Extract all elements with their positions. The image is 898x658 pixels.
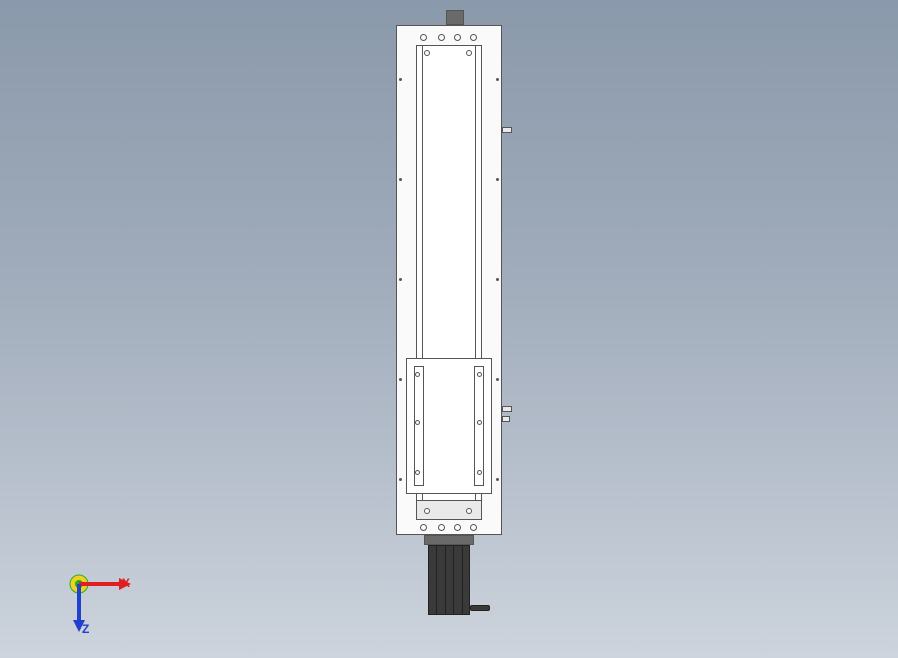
motor-rib — [445, 545, 446, 615]
slider-mount-strip-left — [414, 366, 424, 486]
top-hole-2 — [454, 34, 461, 41]
cover-bottom-hole-0 — [424, 508, 430, 514]
motor-rib — [462, 545, 463, 615]
cover-bottom-hole-1 — [466, 508, 472, 514]
slider-hole-left-1 — [415, 420, 420, 425]
slider-hole-left-0 — [415, 372, 420, 377]
slider-hole-right-0 — [477, 372, 482, 377]
edge-dot-right-4 — [496, 478, 499, 481]
cover-top-hole-1 — [466, 50, 472, 56]
slider-hole-left-2 — [415, 470, 420, 475]
edge-dot-right-3 — [496, 378, 499, 381]
bottom-hole-2 — [454, 524, 461, 531]
bottom-hole-3 — [470, 524, 477, 531]
edge-dot-left-1 — [399, 178, 402, 181]
edge-dot-right-0 — [496, 78, 499, 81]
motor-body — [428, 545, 470, 615]
edge-dot-right-1 — [496, 178, 499, 181]
side-pin-mid — [502, 406, 512, 412]
cover-top-hole-0 — [424, 50, 430, 56]
motor-cable — [470, 605, 490, 611]
edge-dot-left-4 — [399, 478, 402, 481]
top-hole-3 — [470, 34, 477, 41]
motor-rib — [453, 545, 454, 615]
edge-dot-left-3 — [399, 378, 402, 381]
slider-mount-strip-right — [474, 366, 484, 486]
bottom-hole-0 — [420, 524, 427, 531]
axis-label-x: X — [122, 576, 130, 590]
cad-viewport[interactable]: X Z — [0, 0, 898, 658]
axis-label-z: Z — [82, 622, 89, 636]
side-pin-top — [502, 127, 512, 133]
top-connector — [446, 10, 464, 25]
motor-rib — [436, 545, 437, 615]
slider-hole-right-2 — [477, 470, 482, 475]
edge-dot-right-2 — [496, 278, 499, 281]
bottom-hole-1 — [438, 524, 445, 531]
top-hole-0 — [420, 34, 427, 41]
top-hole-1 — [438, 34, 445, 41]
edge-dot-left-2 — [399, 278, 402, 281]
edge-dot-left-0 — [399, 78, 402, 81]
slider-hole-right-1 — [477, 420, 482, 425]
side-pin-mid-2 — [502, 416, 510, 422]
motor-flange — [424, 535, 474, 545]
